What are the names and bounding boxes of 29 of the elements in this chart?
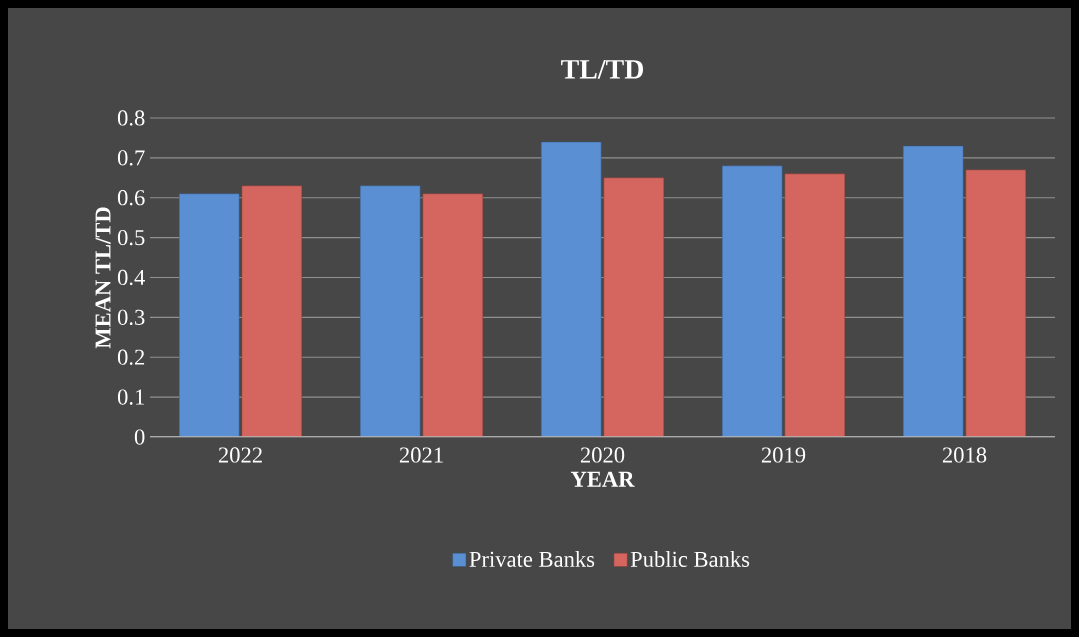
bar: [721, 165, 783, 437]
bar: [902, 145, 964, 437]
y-tick-label: 0: [134, 429, 145, 445]
y-axis-title: MEAN TL/TD: [95, 207, 111, 349]
bar: [178, 193, 240, 437]
y-tick-label: 0.3: [117, 309, 145, 326]
y-tick-label: 0.4: [117, 269, 145, 286]
y-tick-label: 0.2: [117, 349, 145, 365]
y-tick-label: 0.8: [117, 110, 145, 126]
bar: [422, 193, 484, 437]
y-tick-label: 0.6: [117, 190, 145, 206]
chart-title: TL/TD: [561, 60, 644, 79]
y-tick-label: 0.7: [117, 150, 145, 166]
y-tick-label: 0.1: [117, 389, 144, 405]
x-tick-label: 2020: [580, 447, 625, 463]
bar: [359, 185, 421, 437]
legend-label: Private Banks: [469, 551, 595, 567]
bar: [965, 169, 1027, 437]
bar: [784, 173, 846, 437]
bar: [241, 185, 303, 437]
bar: [603, 177, 665, 437]
x-tick-label: 2018: [942, 447, 987, 463]
legend-label: Public Banks: [630, 551, 750, 567]
bar: [540, 141, 602, 437]
y-tick-label: 0.5: [117, 229, 145, 246]
x-tick-label: 2021: [399, 447, 443, 463]
x-axis-title: YEAR: [570, 471, 635, 487]
x-tick-label: 2022: [218, 447, 262, 463]
x-tick-label: 2019: [761, 447, 806, 463]
